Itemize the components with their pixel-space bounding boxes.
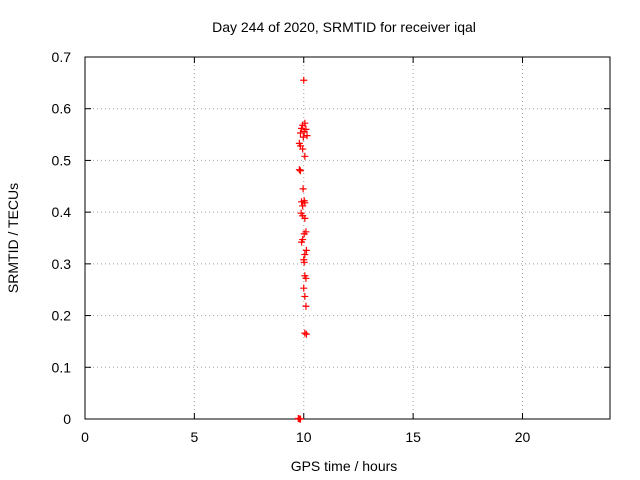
data-point	[298, 198, 306, 206]
data-point	[299, 202, 307, 210]
data-point	[296, 415, 304, 423]
y-axis-label: SRMTID / TECUs	[5, 183, 21, 293]
data-point	[302, 302, 310, 310]
data-point	[300, 127, 308, 135]
y-tick-label: 0.7	[52, 49, 72, 65]
y-tick-label: 0.5	[52, 152, 72, 168]
data-point	[299, 145, 307, 153]
data-point	[303, 132, 311, 140]
data-point	[301, 119, 309, 127]
x-tick-label: 5	[190, 429, 198, 445]
data-point	[301, 329, 309, 337]
y-tick-label: 0	[63, 411, 71, 427]
data-point	[298, 238, 306, 246]
x-axis-label: GPS time / hours	[291, 458, 398, 474]
data-point	[296, 167, 304, 175]
data-point	[301, 214, 309, 222]
x-tick-label: 20	[515, 429, 531, 445]
data-point	[301, 152, 309, 160]
data-point	[296, 129, 304, 137]
y-tick-label: 0.2	[52, 308, 72, 324]
y-tick-label: 0.4	[52, 204, 72, 220]
data-point	[295, 166, 303, 174]
data-point	[300, 284, 308, 292]
x-tick-label: 0	[81, 429, 89, 445]
data-point	[299, 133, 307, 141]
data-point	[302, 330, 310, 338]
y-tick-label: 0.6	[52, 101, 72, 117]
data-point	[300, 76, 308, 84]
data-point	[301, 292, 309, 300]
axis-ticks: 0 5 10 15 20 0 0.1 0.2 0.3 0.4 0.5 0.6 0.7	[52, 49, 610, 445]
data-point	[302, 246, 310, 254]
x-tick-label: 10	[296, 429, 312, 445]
data-point	[302, 274, 310, 282]
y-tick-label: 0.3	[52, 256, 72, 272]
data-point	[299, 185, 307, 193]
data-point	[300, 230, 308, 238]
plot-frame	[84, 56, 611, 420]
data-point	[301, 251, 309, 259]
x-tick-label: 15	[405, 429, 421, 445]
chart-title: Day 244 of 2020, SRMTID for receiver iqa…	[212, 19, 476, 35]
grid-lines	[85, 57, 610, 419]
data-points	[294, 76, 311, 423]
y-tick-label: 0.1	[52, 359, 72, 375]
data-point	[300, 258, 308, 266]
